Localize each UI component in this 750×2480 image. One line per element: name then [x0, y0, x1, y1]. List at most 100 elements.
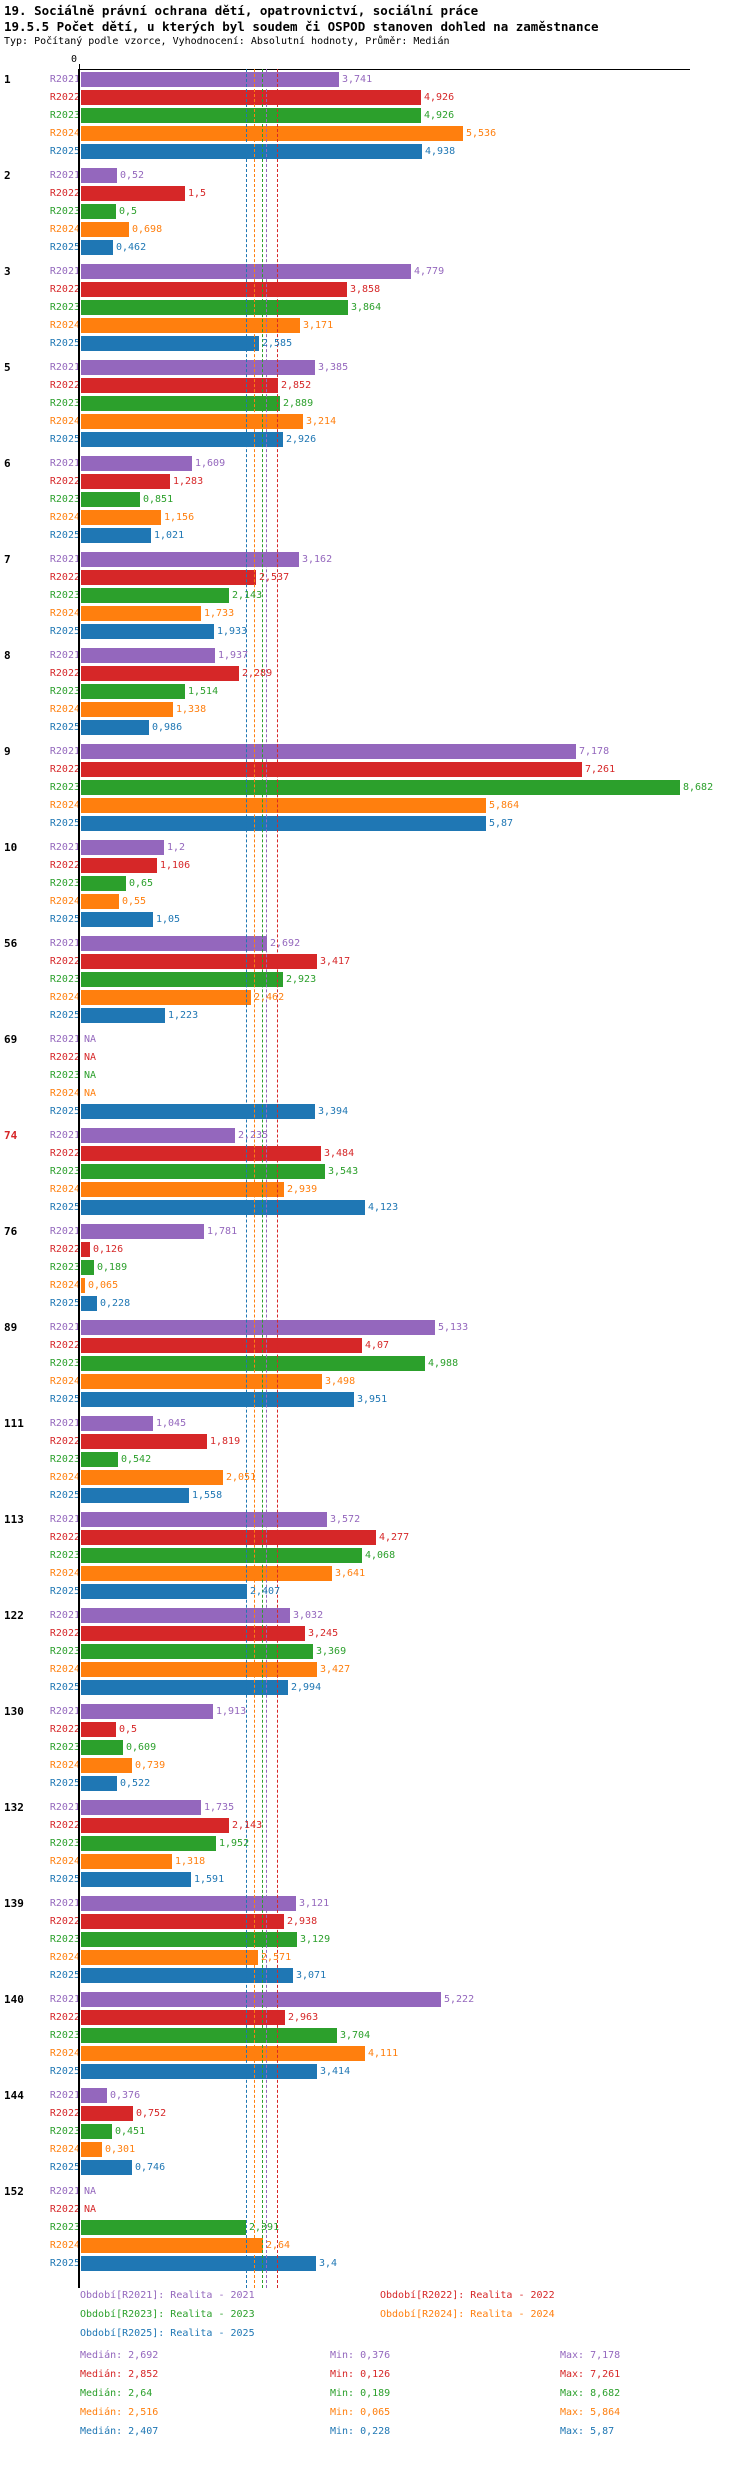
series-label: R2021 — [49, 74, 80, 85]
bar — [81, 588, 229, 603]
series-label: R2025 — [49, 434, 80, 445]
bar — [81, 1662, 317, 1677]
bar — [81, 1452, 118, 1467]
series-label: R2023 — [49, 590, 80, 601]
bar-row: R2024 2,64 — [34, 2238, 750, 2253]
bar-group-1: 1 R2021 3,741 R2022 4,926 R2023 4,926 R2024 5,53… — [0, 72, 750, 162]
bar-row: R2022 3,858 — [34, 282, 750, 297]
bar-row: R2022 4,277 — [34, 1530, 750, 1545]
group-id-label: 74 — [4, 1129, 18, 1142]
bar-row: R2025 3,414 — [34, 2064, 750, 2079]
series-label: R2025 — [49, 1586, 80, 1597]
bar-value-label: 4,938 — [425, 146, 456, 157]
bar — [81, 1182, 284, 1197]
series-label: R2025 — [49, 530, 80, 541]
bar-value-label: 2,407 — [250, 1586, 281, 1597]
group-rows: R2021 1,913 R2022 0,5 R2023 0,609 R2024 0,739 R2… — [34, 1704, 750, 1794]
bar — [81, 1530, 376, 1545]
group-rows: R2021 7,178 R2022 7,261 R2023 8,682 R2024 5,864… — [34, 744, 750, 834]
bar-row: R2025 5,87 — [34, 816, 750, 831]
bar-value-label: 3,385 — [318, 362, 349, 373]
group-rows: R2021 1,045 R2022 1,819 R2023 0,542 R2024 2,051… — [34, 1416, 750, 1506]
x-axis-zero-tick — [79, 64, 80, 70]
bar — [81, 1470, 223, 1485]
series-label: R2021 — [49, 650, 80, 661]
bar-value-label: 0,52 — [120, 170, 145, 181]
bar-value-label: 3,369 — [316, 1646, 347, 1657]
bar-value-label: 0,55 — [122, 896, 147, 907]
min-value: Min: 0,376 — [330, 2350, 391, 2361]
median-line-R2025 — [246, 69, 247, 2288]
bar-row: R2022 3,245 — [34, 1626, 750, 1641]
bar — [81, 456, 192, 471]
bar — [81, 492, 140, 507]
bar-row: R2022 7,261 — [34, 762, 750, 777]
na-label: NA — [84, 1088, 97, 1099]
bar-value-label: 3,498 — [325, 1376, 356, 1387]
bar-value-label: 1,952 — [219, 1838, 250, 1849]
bar-value-label: 3,427 — [320, 1664, 351, 1675]
stats-row-R2023: Medián: 2,64 Min: 0,189 Max: 8,682 — [80, 2384, 750, 2403]
series-label: R2024 — [49, 320, 80, 331]
bar-row: R2024 0,301 — [34, 2142, 750, 2157]
bar-value-label: 8,682 — [683, 782, 714, 793]
bar-row: R2021 NA — [34, 1032, 750, 1047]
series-label: R2025 — [49, 818, 80, 829]
bar-row: R2022 3,484 — [34, 1146, 750, 1161]
bar-row: R2022 1,819 — [34, 1434, 750, 1449]
bar-value-label: 2,926 — [286, 434, 317, 445]
series-label: R2023 — [49, 1934, 80, 1945]
series-label: R2025 — [49, 1106, 80, 1117]
max-value: Max: 5,864 — [560, 2407, 621, 2418]
bar-row: R2023 1,952 — [34, 1836, 750, 1851]
series-label: R2025 — [49, 1778, 80, 1789]
group-rows: R2021 1,609 R2022 1,283 R2023 0,851 R2024 1,156… — [34, 456, 750, 546]
group-id-label: 152 — [4, 2185, 24, 2198]
bar-row: R2022 2,143 — [34, 1818, 750, 1833]
bar-value-label: 4,07 — [365, 1340, 390, 1351]
indicator-title: 19.5.5 Počet dětí, u kterých byl soudem … — [4, 19, 599, 34]
series-label: R2022 — [49, 1628, 80, 1639]
series-label: R2024 — [49, 2048, 80, 2059]
group-rows: R2021 2,235 R2022 3,484 R2023 3,543 R2024 2,939… — [34, 1128, 750, 1218]
bar-row: R2023 4,926 — [34, 108, 750, 123]
bar-value-label: 7,261 — [585, 764, 616, 775]
series-label: R2022 — [49, 188, 80, 199]
bar-value-label: 2,143 — [232, 1820, 263, 1831]
bar — [81, 1758, 132, 1773]
bar — [81, 624, 214, 639]
bar-value-label: 3,162 — [302, 554, 333, 565]
series-label: R2021 — [49, 2186, 80, 2197]
bar — [81, 936, 267, 951]
series-label: R2025 — [49, 146, 80, 157]
bar — [81, 1608, 290, 1623]
series-label: R2024 — [49, 1952, 80, 1963]
bar-value-label: 3,121 — [299, 1898, 330, 1909]
series-label: R2021 — [49, 1226, 80, 1237]
legend-item-R2022: Období[R2022]: Realita - 2022 — [380, 2290, 555, 2301]
bar-value-label: 0,698 — [132, 224, 163, 235]
bar-group-69: 69 R2021 NA R2022 NA R2023 NA R2024 NA R2025 3,394 — [0, 1032, 750, 1122]
bar-value-label: 7,178 — [579, 746, 610, 757]
bar-value-label: 0,376 — [110, 2090, 141, 2101]
bar-value-label: 1,05 — [156, 914, 181, 925]
bar-value-label: 2,64 — [266, 2240, 291, 2251]
group-rows: R2021 2,692 R2022 3,417 R2023 2,923 R2024 2,462… — [34, 936, 750, 1026]
bar — [81, 1914, 284, 1929]
series-label: R2022 — [49, 1340, 80, 1351]
bar-value-label: 5,864 — [489, 800, 520, 811]
bar-value-label: 0,752 — [136, 2108, 167, 2119]
bar — [81, 72, 339, 87]
median-value: Medián: 2,64 — [80, 2388, 153, 2399]
legend-item-R2025: Období[R2025]: Realita - 2025 — [80, 2328, 255, 2339]
median-line-R2022 — [277, 69, 278, 2288]
median-line-R2024 — [254, 69, 255, 2288]
series-label: R2024 — [49, 416, 80, 427]
bar-value-label: 5,222 — [444, 1994, 475, 2005]
bar-row: R2022 0,126 — [34, 1242, 750, 1257]
bar-value-label: 1,338 — [176, 704, 207, 715]
bar-row: R2021 3,032 — [34, 1608, 750, 1623]
bar — [81, 1260, 94, 1275]
bar — [81, 414, 303, 429]
median-line-R2023 — [262, 69, 263, 2288]
